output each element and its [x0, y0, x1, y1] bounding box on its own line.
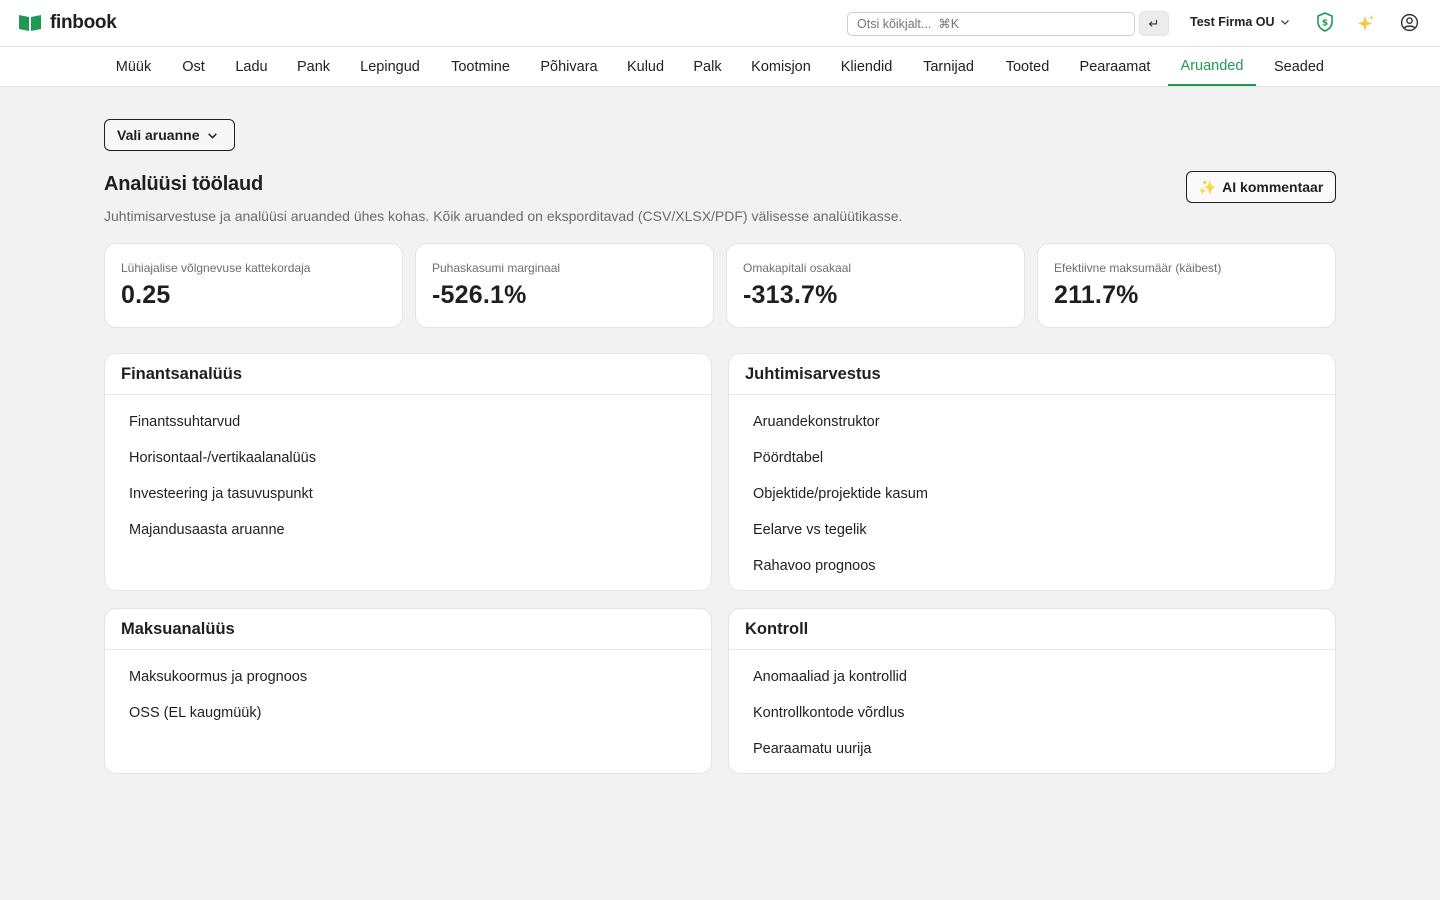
- card-management-accounting: Juhtimisarvestus Aruandekonstruktor Pöör…: [728, 353, 1336, 591]
- card-control: Kontroll Anomaaliad ja kontrollid Kontro…: [728, 608, 1336, 774]
- kpi-label: Efektiivne maksumäär (käibest): [1054, 261, 1222, 275]
- card-title: Juhtimisarvestus: [729, 354, 1335, 395]
- card-tax-analysis: Maksuanalüüs Maksukoormus ja prognoos OS…: [104, 608, 712, 774]
- report-link[interactable]: Majandusaasta aruanne: [129, 522, 285, 538]
- kpi-value: -313.7%: [743, 281, 838, 309]
- nav-item-tooted[interactable]: Tooted: [1005, 58, 1050, 75]
- nav-item-palk[interactable]: Palk: [693, 58, 722, 75]
- nav-item-ost[interactable]: Ost: [182, 58, 205, 75]
- global-search-input[interactable]: [847, 12, 1135, 36]
- logo[interactable]: finbook: [18, 12, 117, 34]
- nav-item-kliendid[interactable]: Kliendid: [840, 58, 893, 75]
- report-select-label: Vali aruanne: [117, 127, 200, 143]
- app-name: finbook: [50, 12, 117, 33]
- kpi-value: 0.25: [121, 281, 171, 309]
- nav-item-pohivara[interactable]: Põhivara: [540, 58, 598, 75]
- report-link[interactable]: Maksukoormus ja prognoos: [129, 669, 308, 685]
- kpi-label: Puhaskasumi marginaal: [432, 261, 561, 275]
- report-link[interactable]: Eelarve vs tegelik: [753, 522, 867, 538]
- kpi-label: Omakapitali osakaal: [743, 261, 852, 275]
- chevron-down-icon: [1280, 20, 1289, 25]
- search-submit-button[interactable]: ↵: [1139, 11, 1169, 36]
- ai-comment-label: AI kommentaar: [1222, 179, 1324, 195]
- report-select-dropdown[interactable]: Vali aruanne: [104, 119, 235, 151]
- sparkle-icon[interactable]: [1356, 14, 1376, 34]
- nav-item-kulud[interactable]: Kulud: [626, 58, 665, 75]
- report-link[interactable]: Pearaamatu uurija: [753, 741, 872, 757]
- report-link[interactable]: Anomaaliad ja kontrollid: [753, 669, 907, 685]
- page-subtitle: Juhtimisarvestuse ja analüüsi aruanded ü…: [104, 208, 903, 224]
- report-link[interactable]: Kontrollkontode võrdlus: [753, 705, 905, 721]
- nav-item-seaded[interactable]: Seaded: [1274, 58, 1324, 75]
- kpi-card: Lühiajalise võlgnevuse kattekordaja 0.25: [104, 243, 403, 328]
- kpi-card: Omakapitali osakaal -313.7%: [726, 243, 1025, 328]
- kpi-value: -526.1%: [432, 281, 527, 309]
- page-title: Analüüsi töölaud: [104, 173, 264, 195]
- report-link[interactable]: Horisontaal-/vertikaalanalüüs: [129, 450, 316, 466]
- kpi-card: Efektiivne maksumäär (käibest) 211.7%: [1037, 243, 1336, 328]
- nav-item-tootmine[interactable]: Tootmine: [451, 58, 510, 75]
- nav-item-pank[interactable]: Pank: [296, 58, 331, 75]
- nav-item-aruanded[interactable]: Aruanded: [1168, 47, 1256, 86]
- sparkle-icon: ✨: [1198, 178, 1217, 195]
- top-bar: finbook ↵ Test Firma OU $: [0, 0, 1440, 47]
- card-title: Kontroll: [729, 609, 1335, 650]
- main-nav: Müük Ost Ladu Pank Lepingud Tootmine Põh…: [0, 47, 1440, 87]
- nav-item-ladu[interactable]: Ladu: [235, 58, 268, 75]
- shield-dollar-icon[interactable]: $: [1315, 12, 1335, 32]
- ai-comment-button[interactable]: ✨ AI kommentaar: [1186, 171, 1336, 203]
- report-link[interactable]: Rahavoo prognoos: [753, 558, 876, 574]
- report-link[interactable]: OSS (EL kaugmüük): [129, 705, 262, 721]
- nav-item-tarnijad[interactable]: Tarnijad: [923, 58, 974, 75]
- report-link[interactable]: Finantssuhtarvud: [129, 414, 241, 430]
- report-link[interactable]: Pöördtabel: [753, 450, 824, 466]
- svg-text:$: $: [1322, 19, 1328, 29]
- card-title: Finantsanalüüs: [105, 354, 711, 395]
- company-name: Test Firma OU: [1190, 15, 1275, 29]
- nav-item-komisjon[interactable]: Komisjon: [751, 58, 811, 75]
- card-financial-analysis: Finantsanalüüs Finantssuhtarvud Horisont…: [104, 353, 712, 591]
- chevron-down-icon: [208, 132, 218, 139]
- book-logo-icon: [19, 15, 41, 31]
- kpi-value: 211.7%: [1054, 281, 1139, 309]
- user-circle-icon[interactable]: [1399, 12, 1419, 32]
- nav-item-lepingud[interactable]: Lepingud: [360, 58, 420, 75]
- kpi-label: Lühiajalise võlgnevuse kattekordaja: [121, 261, 311, 275]
- card-title: Maksuanalüüs: [105, 609, 711, 650]
- report-link[interactable]: Objektide/projektide kasum: [753, 486, 928, 502]
- company-switcher[interactable]: Test Firma OU: [1190, 15, 1290, 29]
- nav-item-pearaamat[interactable]: Pearaamat: [1079, 58, 1151, 75]
- report-link[interactable]: Aruandekonstruktor: [753, 414, 880, 430]
- kpi-card: Puhaskasumi marginaal -526.1%: [415, 243, 714, 328]
- nav-item-myyk[interactable]: Müük: [115, 58, 152, 75]
- report-link[interactable]: Investeering ja tasuvuspunkt: [129, 486, 313, 502]
